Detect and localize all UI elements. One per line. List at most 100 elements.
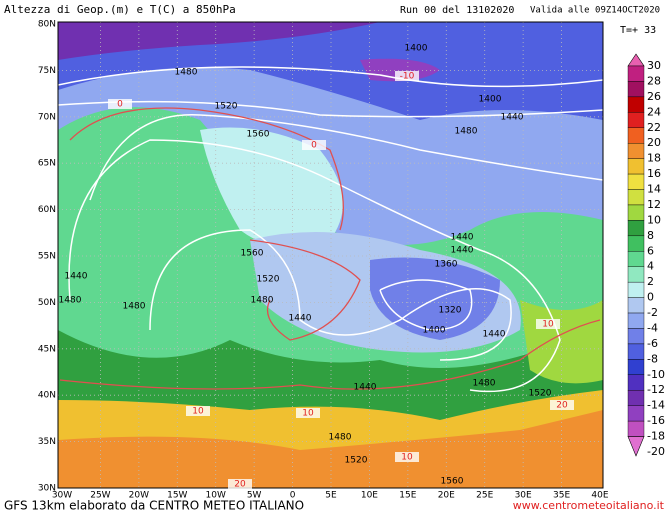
contour-label-bg — [108, 99, 132, 109]
colorbar-cell — [627, 390, 645, 406]
contour-label: 1520 — [345, 456, 368, 466]
colorbar-cell — [627, 112, 645, 128]
contour-label: 1440 — [289, 314, 312, 324]
contour-label: 1520 — [529, 389, 552, 399]
lat-label: 80N — [38, 20, 56, 30]
contour-label: 1520 — [257, 275, 280, 285]
lat-label: 55N — [38, 252, 56, 262]
contour-label: 10 — [542, 320, 554, 330]
lon-label: 25W — [90, 491, 110, 501]
colorbar-cell — [627, 420, 645, 437]
footer-credit: GFS 13km elaborato da CENTRO METEO ITALI… — [4, 499, 304, 513]
contour-label-bg — [296, 408, 320, 418]
colorbar-label: -20 — [647, 445, 665, 458]
colorbar-cell — [627, 204, 645, 221]
contour-label: 20 — [234, 480, 246, 490]
colorbar-cell — [627, 142, 645, 159]
lon-label: 5E — [325, 491, 337, 501]
lon-label: 0 — [290, 491, 296, 501]
isolines — [58, 66, 603, 393]
colorbar-cap — [627, 53, 645, 67]
valid-time: Valida alle 09Z14OCT2020 — [530, 6, 660, 16]
colorbar-cell — [627, 312, 645, 329]
colorbar-cell — [627, 328, 645, 345]
colorbar-cell — [627, 65, 645, 82]
footer-url: www.centrometeoitaliano.it — [513, 499, 665, 512]
lat-label: 50N — [38, 298, 56, 308]
map-title: Altezza di Geop.(m) e T(C) a 850hPa — [4, 3, 236, 16]
contour-label: 1440 — [354, 383, 377, 393]
contour-label-bg — [536, 319, 560, 329]
contour-label: 1480 — [123, 302, 146, 312]
colorbar-label: 4 — [647, 260, 654, 273]
colorbar-label: -14 — [647, 399, 665, 412]
contour-label: 0 — [117, 100, 123, 110]
colorbar-label: -16 — [647, 414, 665, 427]
graticule — [58, 22, 603, 488]
contour-label: 1360 — [435, 260, 458, 270]
colorbar-label: 16 — [647, 167, 661, 180]
lon-label: 10E — [361, 491, 378, 501]
zero-isotherm — [59, 107, 601, 390]
contour-label: 1560 — [241, 249, 264, 259]
colorbar-cap — [627, 436, 645, 457]
map-background — [58, 22, 603, 488]
colorbar-label: 30 — [647, 59, 661, 72]
contour-label: 1560 — [247, 130, 270, 140]
contour-label: 1440 — [451, 233, 474, 243]
colorbar-label: -8 — [647, 352, 658, 365]
lon-label: 35E — [553, 491, 570, 501]
contour-label: 20 — [556, 401, 568, 411]
lat-label: 35N — [38, 437, 56, 447]
contour-label: 1440 — [65, 272, 88, 282]
contour-label: 0 — [311, 141, 317, 151]
contour-label: 1520 — [215, 102, 238, 112]
colorbar-label: -4 — [647, 321, 658, 334]
contour-label-bg — [186, 406, 210, 416]
colorbar-cell — [627, 266, 645, 283]
map-frame — [57, 21, 604, 489]
lat-label: 30N — [38, 484, 56, 494]
contour-label: 1400 — [479, 95, 502, 105]
lon-label: 20E — [438, 491, 455, 501]
contour-label: 1440 — [501, 113, 524, 123]
colorbar-label: 14 — [647, 183, 661, 196]
colorbar-label: 24 — [647, 105, 661, 118]
contour-label: 1480 — [455, 127, 478, 137]
colorbar-label: 18 — [647, 152, 661, 165]
forecast-step: T=+ 33 — [620, 25, 656, 36]
contour-label: 10 — [401, 453, 413, 463]
colorbar-cell — [627, 158, 645, 175]
colorbar-cell — [627, 359, 645, 375]
colorbar-label: 10 — [647, 213, 661, 226]
colorbar-cell — [627, 220, 645, 237]
colorbar-cell — [627, 127, 645, 144]
colorbar-label: 28 — [647, 74, 661, 87]
contour-label: 1400 — [423, 326, 446, 336]
colorbar-cell — [627, 96, 645, 113]
colorbar-cell — [627, 189, 645, 206]
lat-label: 75N — [38, 66, 56, 76]
colorbar-label: -6 — [647, 337, 658, 350]
lon-label: 15W — [167, 491, 187, 501]
colorbar-cell — [627, 343, 645, 360]
colorbar-label: 0 — [647, 291, 654, 304]
contour-label: 10 — [192, 407, 204, 417]
colorbar-cell — [627, 251, 645, 267]
colorbar-label: -18 — [647, 430, 665, 443]
lat-label: 45N — [38, 344, 56, 354]
run-info: Run 00 del 13102020 — [400, 5, 514, 16]
lon-label: 25E — [476, 491, 493, 501]
colorbar-label: -10 — [647, 368, 665, 381]
lon-label: 15E — [399, 491, 416, 501]
lon-label: 10W — [206, 491, 226, 501]
contour-label: 1440 — [483, 330, 506, 340]
contour-label-bg — [395, 71, 419, 81]
colorbar-label: 2 — [647, 275, 654, 288]
lon-label: 30E — [515, 491, 532, 501]
contour-label: 1440 — [451, 246, 474, 256]
contour-label: 1480 — [175, 68, 198, 78]
contour-label: -10 — [400, 72, 415, 82]
contour-label-bg — [550, 400, 574, 410]
